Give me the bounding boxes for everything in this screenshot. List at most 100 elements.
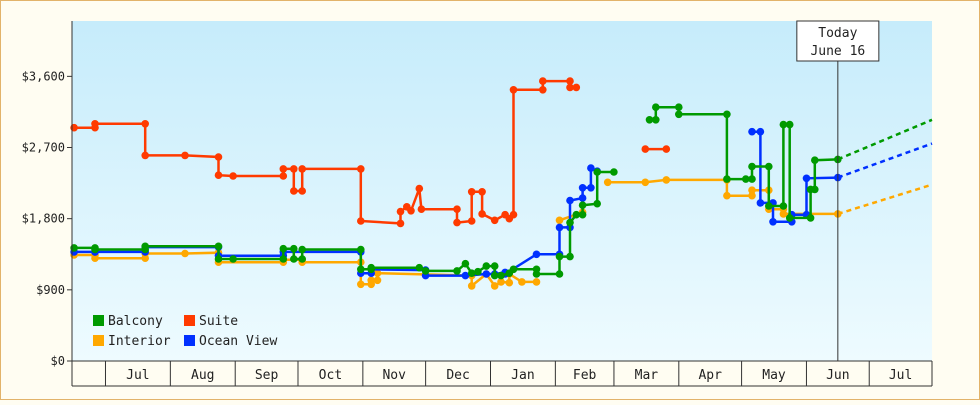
series-suite bbox=[70, 77, 671, 228]
data-point-suite bbox=[539, 77, 547, 85]
plot-area bbox=[72, 21, 932, 361]
x-tick-label: Jan bbox=[511, 368, 534, 383]
data-point-interior bbox=[373, 276, 382, 285]
legend-swatch-suite bbox=[184, 315, 195, 326]
data-point-ocean-view bbox=[578, 194, 587, 202]
data-point-balcony bbox=[461, 259, 470, 268]
data-point-suite bbox=[396, 207, 405, 216]
data-point-suite bbox=[415, 184, 424, 193]
data-point-balcony bbox=[357, 265, 365, 274]
legend-swatch-balcony bbox=[93, 315, 104, 326]
data-point-balcony bbox=[298, 255, 307, 263]
today-label-line1: Today bbox=[818, 26, 857, 41]
x-tick-label: Jul bbox=[889, 368, 912, 383]
x-axis: Jul Aug Sep Oct Nov Dec Jan Feb Mar Apr May Jun Jul bbox=[71, 360, 933, 387]
data-point-suite bbox=[214, 153, 223, 161]
data-point-balcony bbox=[610, 168, 618, 176]
data-point-balcony bbox=[482, 262, 491, 270]
data-point-ocean-view bbox=[461, 271, 470, 280]
data-point-suite bbox=[290, 187, 298, 195]
data-point-balcony bbox=[748, 162, 756, 171]
data-point-suite bbox=[453, 218, 461, 227]
today-label-line2: June 16 bbox=[810, 44, 865, 59]
data-point-ocean-view bbox=[482, 270, 491, 278]
data-point-suite bbox=[478, 188, 486, 196]
data-point-balcony bbox=[652, 116, 660, 124]
x-tick-label: Jun bbox=[826, 368, 849, 383]
data-point-balcony bbox=[593, 168, 601, 176]
data-point-suite bbox=[509, 86, 518, 94]
data-point-interior bbox=[357, 280, 365, 289]
data-point-balcony bbox=[779, 202, 788, 210]
data-point-suite bbox=[509, 210, 518, 219]
data-point-interior bbox=[91, 254, 99, 262]
data-point-balcony bbox=[811, 156, 819, 164]
data-point-balcony bbox=[652, 103, 660, 111]
today-label-box bbox=[796, 20, 880, 62]
data-point-balcony bbox=[290, 255, 298, 263]
data-point-suite bbox=[490, 216, 499, 225]
series-layer bbox=[70, 77, 842, 290]
data-point-balcony bbox=[509, 265, 518, 274]
data-point-interior bbox=[467, 282, 476, 290]
data-point-balcony bbox=[593, 199, 601, 208]
x-tick-label: Mar bbox=[635, 368, 659, 383]
data-point-balcony bbox=[723, 175, 731, 183]
y-axis: $0 $900 $1,800 $2,700 $3,600 bbox=[22, 21, 73, 368]
data-point-balcony bbox=[566, 252, 574, 261]
data-point-balcony bbox=[91, 245, 99, 254]
data-point-interior bbox=[641, 178, 650, 187]
data-point-suite bbox=[70, 123, 78, 132]
y-tick-label: $0 bbox=[51, 354, 65, 368]
data-point-balcony bbox=[811, 185, 819, 194]
data-point-balcony bbox=[578, 210, 587, 219]
data-point-balcony bbox=[675, 110, 683, 119]
data-point-balcony bbox=[572, 210, 581, 219]
data-point-interior bbox=[497, 278, 505, 286]
data-point-interior bbox=[490, 282, 499, 290]
data-point-interior bbox=[779, 210, 788, 218]
data-point-balcony bbox=[490, 262, 499, 270]
data-point-balcony bbox=[645, 116, 654, 124]
data-point-balcony bbox=[723, 110, 731, 119]
data-point-ocean-view bbox=[532, 250, 541, 259]
x-tick-label: Oct bbox=[319, 368, 342, 383]
data-point-balcony bbox=[806, 214, 815, 222]
data-point-suite bbox=[290, 165, 298, 173]
data-point-balcony bbox=[453, 267, 461, 275]
data-point-suite bbox=[279, 165, 288, 173]
x-tick-label: May bbox=[762, 368, 786, 383]
data-point-balcony bbox=[357, 245, 365, 254]
projection-layer bbox=[837, 118, 933, 216]
data-point-suite bbox=[566, 77, 574, 85]
data-point-ocean-view bbox=[756, 199, 765, 207]
x-tick-label: Apr bbox=[698, 368, 722, 383]
data-point-interior bbox=[748, 191, 756, 200]
data-point-suite bbox=[566, 83, 574, 92]
data-point-balcony bbox=[298, 245, 307, 254]
data-point-ocean-view bbox=[748, 127, 756, 136]
data-point-suite bbox=[396, 219, 405, 228]
data-point-ocean-view bbox=[578, 184, 587, 192]
data-point-balcony bbox=[214, 242, 223, 251]
data-point-suite bbox=[357, 217, 365, 225]
data-point-balcony bbox=[742, 175, 750, 183]
data-point-ocean-view bbox=[769, 218, 777, 226]
data-point-interior bbox=[532, 278, 541, 286]
data-point-balcony bbox=[566, 218, 574, 227]
data-point-balcony bbox=[578, 201, 587, 209]
data-point-ocean-view bbox=[802, 174, 811, 183]
data-point-suite bbox=[478, 210, 486, 218]
x-tick-label: Feb bbox=[573, 368, 597, 383]
data-point-balcony bbox=[367, 263, 376, 272]
legend-label-suite: Suite bbox=[199, 314, 238, 329]
data-point-suite bbox=[539, 86, 547, 94]
data-point-balcony bbox=[214, 255, 223, 263]
data-point-suite bbox=[641, 145, 650, 153]
data-point-interior bbox=[662, 176, 671, 184]
data-point-interior bbox=[505, 278, 514, 287]
data-point-ocean-view bbox=[756, 127, 765, 136]
data-point-ocean-view bbox=[555, 223, 564, 232]
legend-swatch-interior bbox=[93, 335, 104, 346]
data-point-interior bbox=[603, 178, 612, 187]
